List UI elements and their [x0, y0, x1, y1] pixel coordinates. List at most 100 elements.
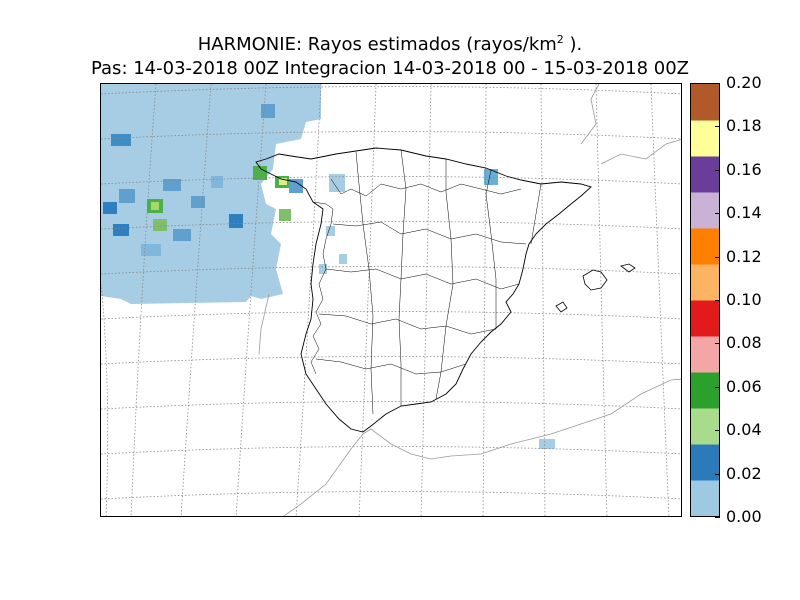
title-text: HARMONIE: Rayos estimados (rayos/km	[197, 34, 557, 55]
field-cell	[111, 134, 131, 146]
province-line	[318, 313, 497, 335]
province-line	[325, 268, 520, 290]
field-cell-green	[151, 202, 159, 210]
province-line	[330, 178, 522, 197]
parallel	[101, 176, 681, 185]
colorbar-tick-label: 0.00	[726, 507, 762, 526]
field-cell-green	[279, 209, 291, 221]
field-cell	[141, 244, 161, 256]
iberia	[255, 147, 592, 433]
field-cell	[261, 104, 275, 118]
colorbar-tick-label: 0.10	[726, 290, 762, 309]
africa-coast	[283, 378, 681, 516]
provinces	[310, 149, 542, 415]
colorbar-tick-mark	[715, 387, 720, 388]
field-cell	[113, 224, 129, 236]
parallel	[101, 356, 681, 365]
balearic-islands	[555, 263, 636, 313]
colorbar-tick-label: 0.12	[726, 246, 762, 266]
colorbar-tick-mark	[715, 170, 720, 171]
field-cell	[173, 229, 191, 241]
colorbar-tick-mark	[715, 126, 720, 127]
border-portugal	[310, 201, 334, 375]
france-south-coast	[600, 139, 681, 165]
colorbar-tick-label: 0.18	[726, 116, 762, 136]
colorbar-segment	[691, 444, 719, 481]
province-line	[332, 221, 527, 245]
meridian	[650, 84, 670, 516]
colorbar-tick-mark	[715, 474, 720, 475]
colorbar-segment	[691, 372, 719, 409]
iberia-coast	[255, 147, 592, 433]
colorbar-tick-mark	[715, 83, 720, 84]
province-line	[315, 358, 467, 375]
parallel	[101, 491, 681, 500]
province-line	[485, 169, 497, 329]
menorca	[620, 263, 636, 273]
colorbar-tick-label: 0.20	[726, 73, 762, 92]
colorbar-segment	[691, 300, 719, 337]
meridian	[482, 84, 487, 516]
colorbar-segment	[691, 336, 719, 373]
colorbar-tick-label: 0.06	[726, 376, 762, 396]
meridian	[130, 84, 157, 516]
colorbar-segment	[691, 156, 719, 193]
colorbar-tick-mark	[715, 430, 720, 431]
meridian	[595, 84, 608, 516]
colorbar-tick-label: 0.04	[726, 420, 762, 440]
colorbar-segment	[691, 408, 719, 445]
parallel	[101, 401, 681, 410]
parallel	[101, 446, 681, 455]
title-superscript: 2	[556, 33, 564, 46]
map-svg	[101, 84, 681, 516]
meridian	[295, 84, 322, 516]
lightning-field	[101, 84, 555, 449]
province-line	[398, 149, 407, 406]
map-title: HARMONIE: Rayos estimados (rayos/km2 ).	[0, 33, 780, 55]
meridian	[101, 283, 109, 516]
colorbar-tick-mark	[715, 343, 720, 344]
map-panel	[100, 83, 682, 517]
meridian	[540, 84, 546, 516]
parallel	[101, 86, 681, 95]
province-line	[435, 159, 454, 400]
colorbar-segment	[691, 192, 719, 229]
province-line	[355, 151, 374, 415]
ibiza	[555, 301, 568, 313]
field-patch	[339, 254, 347, 264]
colorbar-tick-mark	[715, 517, 720, 518]
meridian	[180, 84, 212, 516]
parallel	[101, 221, 681, 230]
parallel	[101, 131, 681, 140]
field-cell-green	[253, 166, 267, 180]
meridian	[235, 84, 267, 516]
colorbar-segment	[691, 120, 719, 157]
field-patch	[326, 226, 335, 236]
colorbar	[690, 83, 720, 517]
field-patch	[484, 169, 498, 185]
colorbar-tick-label: 0.14	[726, 203, 762, 223]
field-cell	[119, 189, 135, 203]
field-patch	[319, 264, 327, 274]
field-cell-green	[153, 219, 167, 231]
colorbar-segment	[691, 228, 719, 265]
graticule	[101, 84, 681, 516]
title-suffix: ).	[563, 34, 583, 55]
colorbar-segment	[691, 264, 719, 301]
colorbar-tick-label: 0.02	[726, 463, 762, 483]
colorbar-tick-mark	[715, 300, 720, 301]
field-cell-green	[279, 178, 287, 185]
field-patch	[539, 439, 555, 449]
colorbar-segment	[691, 480, 719, 517]
mallorca	[582, 269, 608, 291]
meridian	[358, 84, 377, 516]
field-cell	[191, 196, 205, 208]
parallel	[101, 266, 681, 275]
field-patch	[329, 174, 345, 192]
neighbour-coasts	[258, 84, 681, 516]
field-cell	[229, 214, 243, 228]
field-cell	[103, 202, 117, 214]
field-cell	[211, 176, 223, 188]
portugal-coast-line	[258, 293, 270, 355]
province-line	[530, 183, 542, 245]
